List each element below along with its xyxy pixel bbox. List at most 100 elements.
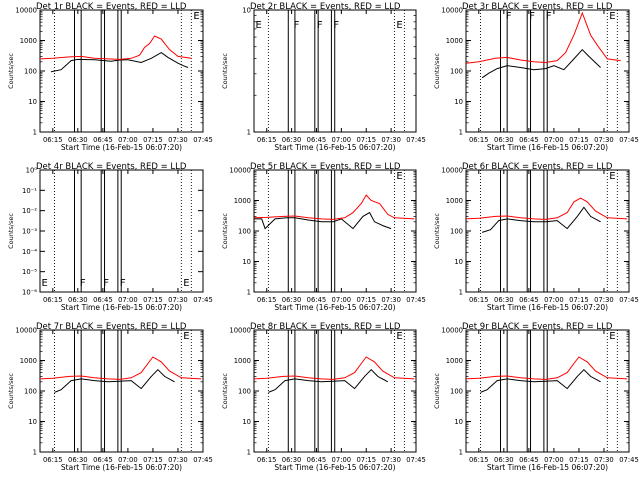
y-tick-label: 1: [33, 129, 37, 137]
x-tick-label: 07:00: [332, 296, 352, 304]
y-axis-label: Counts/sec: [221, 373, 229, 409]
x-tick-label: 07:00: [332, 456, 352, 464]
x-axis-label: Start Time (16-Feb-15 06:07:20): [487, 143, 608, 152]
segment-marker-label: E: [609, 11, 615, 22]
y-tick-label: 10: [242, 7, 251, 15]
y-tick-label: 100: [238, 228, 251, 236]
events-series-line: [480, 368, 601, 393]
y-tick-label: 1000: [20, 37, 37, 45]
x-axis-label: Start Time (16-Feb-15 06:07:20): [274, 143, 395, 152]
y-tick-label: 10: [242, 258, 251, 266]
y-tick-label: 1: [459, 449, 463, 457]
lld-series-line: [465, 197, 628, 220]
x-axis-label: Start Time (16-Feb-15 06:07:20): [274, 463, 395, 472]
x-tick-label: 07:15: [569, 136, 589, 144]
x-tick-label: 06:45: [307, 136, 327, 144]
y-axis-label: Counts/sec: [433, 53, 441, 89]
y-tick-label: 10000: [15, 327, 37, 335]
segment-marker-label: F: [120, 278, 126, 289]
segment-marker-label: E: [396, 331, 402, 342]
x-tick-label: 07:00: [544, 296, 564, 304]
panel-det-1: Det 1r BLACK = Events, RED = LLD Counts/s…: [7, 2, 213, 152]
x-tick-label: 07:00: [118, 296, 138, 304]
x-tick-label: 07:00: [332, 136, 352, 144]
x-tick-label: 06:45: [519, 456, 539, 464]
x-axis-label: Start Time (16-Feb-15 06:07:20): [61, 143, 182, 152]
segment-marker-label: E: [183, 278, 189, 289]
panel-det-4: Det 4r BLACK = Events, RED = LLD Counts/s…: [7, 162, 213, 312]
x-tick-label: 07:15: [569, 296, 589, 304]
x-axis-label: Start Time (16-Feb-15 06:07:20): [61, 463, 182, 472]
y-tick-label: 1000: [234, 197, 251, 205]
panel-title: Det 6r BLACK = Events, RED = LLD: [462, 162, 613, 172]
events-series-line: [481, 206, 601, 233]
x-tick-label: 07:00: [118, 136, 138, 144]
events-series-line: [481, 48, 601, 79]
y-tick-label: 100: [450, 68, 463, 76]
x-tick-label: 06:30: [282, 296, 302, 304]
lld-series-line: [465, 356, 628, 380]
segment-marker-label: E: [41, 278, 47, 289]
x-tick-label: 06:15: [469, 456, 489, 464]
y-tick-label: 10: [28, 98, 37, 106]
y-tick-label: 1000: [446, 197, 463, 205]
y-tick-label: 10000: [441, 327, 463, 335]
x-tick-label: 06:15: [43, 456, 63, 464]
y-tick-label: 10000: [441, 7, 463, 15]
x-tick-label: 07:30: [381, 136, 401, 144]
y-axis-label: Counts/sec: [221, 53, 229, 89]
panel-det-8: Det 8r BLACK = Events, RED = LLD Counts/s…: [221, 322, 426, 472]
x-tick-label: 06:30: [68, 296, 88, 304]
x-tick-label: 06:30: [68, 136, 88, 144]
y-tick-label: 10: [242, 418, 251, 426]
y-tick-label: 10000: [229, 327, 251, 335]
x-tick-label: 07:45: [406, 136, 426, 144]
panel-det-3: Det 3r BLACK = Events, RED = LLD Counts/s…: [433, 2, 639, 152]
x-tick-label: 07:30: [381, 296, 401, 304]
x-axis-label: Start Time (16-Feb-15 06:07:20): [61, 303, 182, 312]
x-tick-label: 07:45: [619, 296, 639, 304]
y-tick-label: 10⁻¹: [22, 187, 37, 195]
segment-marker-label: F: [317, 20, 323, 31]
x-tick-label: 07:45: [619, 456, 639, 464]
segment-marker-label: F: [103, 278, 109, 289]
segment-marker-label: E: [609, 331, 615, 342]
y-tick-label: 10⁻⁴: [22, 248, 37, 256]
x-tick-label: 06:45: [93, 296, 113, 304]
y-axis-label: Counts/sec: [433, 373, 441, 409]
y-tick-label: 100: [450, 228, 463, 236]
panel-title: Det 4r BLACK = Events, RED = LLD: [36, 162, 187, 172]
segment-marker-label: F: [333, 20, 339, 31]
panel-title: Det 1r BLACK = Events, RED = LLD: [36, 2, 187, 12]
y-tick-label: 10⁻⁶: [22, 289, 37, 297]
x-tick-label: 06:45: [519, 136, 539, 144]
segment-marker-label: E: [193, 11, 199, 22]
segment-marker-label: E: [183, 331, 189, 342]
x-tick-label: 06:15: [257, 456, 277, 464]
y-tick-label: 1: [459, 129, 463, 137]
events-series-line: [268, 368, 389, 393]
x-tick-label: 06:15: [257, 136, 277, 144]
y-tick-label: 10⁰: [26, 167, 38, 175]
x-tick-label: 07:15: [143, 456, 163, 464]
x-tick-label: 07:30: [168, 296, 188, 304]
x-tick-label: 07:45: [193, 456, 213, 464]
y-axis-label: Counts/sec: [7, 373, 15, 409]
x-tick-label: 06:30: [494, 136, 514, 144]
x-tick-label: 07:45: [619, 136, 639, 144]
lld-series-line: [39, 35, 192, 60]
y-tick-label: 1000: [446, 357, 463, 365]
x-tick-label: 07:30: [594, 456, 614, 464]
segment-marker-label: F: [80, 278, 86, 289]
panel-title: Det 5r BLACK = Events, RED = LLD: [250, 162, 401, 172]
panel-title: Det 8r BLACK = Events, RED = LLD: [250, 322, 401, 332]
y-tick-label: 10: [28, 418, 37, 426]
panel-det-6: Det 6r BLACK = Events, RED = LLD Counts/s…: [433, 162, 639, 312]
y-tick-label: 1000: [234, 357, 251, 365]
x-tick-label: 06:45: [307, 296, 327, 304]
x-tick-label: 07:45: [193, 136, 213, 144]
y-tick-label: 10⁻³: [22, 228, 37, 236]
y-axis-label: Counts/sec: [433, 213, 441, 249]
x-tick-label: 07:15: [356, 136, 376, 144]
